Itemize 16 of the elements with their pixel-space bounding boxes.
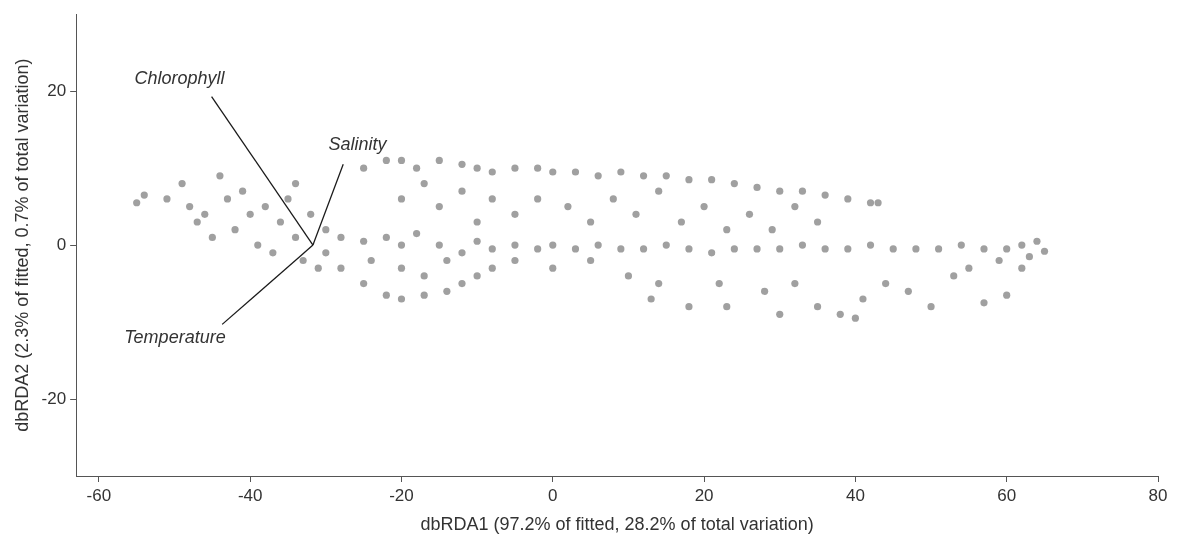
series-label: Salinity	[328, 133, 388, 154]
x-tick-label: -40	[237, 485, 263, 505]
x-axis-title: dbRDA1 (97.2% of fitted, 28.2% of total variation)	[420, 514, 814, 535]
y-tick-label: 20	[47, 80, 67, 100]
series-label: Temperature	[124, 327, 226, 348]
series-label: Chlorophyll	[134, 68, 226, 89]
x-tick-label: 80	[1148, 485, 1168, 505]
x-tick-label: 0	[548, 485, 558, 505]
x-tick-label: -20	[389, 485, 414, 505]
x-tick-label: 60	[997, 485, 1017, 505]
x-tick-label: 40	[845, 485, 865, 505]
x-tick-label: 20	[694, 485, 714, 505]
y-axis-title: dbRDA2 (2.3% of fitted, 0.7% of total variation)	[11, 58, 32, 432]
x-tick-label: -60	[86, 485, 112, 505]
y-tick-label: -20	[41, 388, 67, 408]
y-tick-label: 0	[56, 234, 67, 254]
